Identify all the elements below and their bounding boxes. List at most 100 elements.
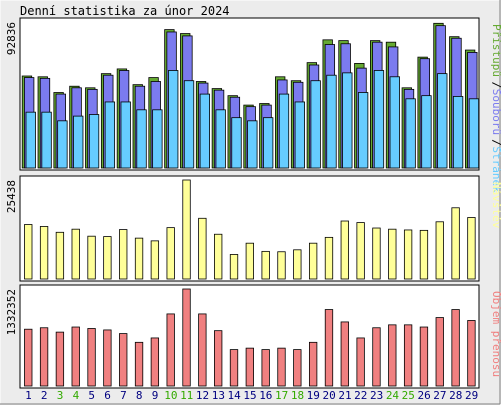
x-tick-label-day-17: 17 — [275, 389, 288, 402]
bar-kbytes-day-2 — [39, 327, 49, 387]
bar-str-nek-day-7 — [120, 101, 131, 169]
bar-visits-day-15 — [245, 242, 254, 280]
bar-str-nek-day-26 — [421, 95, 432, 169]
bar-kbytes-day-14 — [229, 349, 239, 387]
bar-str-nek-day-12 — [199, 93, 211, 169]
legend-label-3: Stránek — [490, 146, 501, 193]
legend-label-1: Návštěv — [490, 182, 501, 229]
x-tick-label-day-26: 26 — [417, 389, 430, 402]
bar-str-nek-day-3 — [57, 120, 68, 169]
bar-kbytes-day-8 — [134, 341, 144, 387]
bar-kbytes-day-20 — [324, 309, 334, 387]
legend-label-2: Souborů — [490, 89, 501, 135]
y-max-label: 92836 — [5, 22, 18, 55]
bar-kbytes-day-10 — [166, 313, 175, 387]
bar-kbytes-day-17 — [277, 347, 286, 387]
x-tick-label-day-20: 20 — [323, 389, 336, 402]
bar-kbytes-day-19 — [308, 341, 318, 387]
bar-str-nek-day-8 — [136, 109, 147, 169]
x-tick-label-day-14: 14 — [228, 389, 242, 402]
bar-str-nek-day-24 — [389, 76, 400, 169]
bar-kbytes-day-23 — [372, 327, 381, 387]
bar-visits-day-6 — [103, 236, 112, 280]
legend-kbytes: Objem přenosu — [490, 291, 501, 377]
bar-str-nek-day-2 — [41, 111, 52, 169]
bar-kbytes-day-1 — [24, 328, 33, 387]
x-tick-label-day-22: 22 — [354, 389, 367, 402]
y-max-label: 1332352 — [5, 289, 18, 335]
bar-visits-day-21 — [340, 220, 349, 280]
x-tick-label-day-4: 4 — [73, 389, 80, 402]
x-tick-label-day-19: 19 — [307, 389, 320, 402]
bar-str-nek-day-11 — [183, 80, 195, 169]
x-tick-label-day-18: 18 — [291, 389, 304, 402]
bar-visits-day-5 — [87, 235, 96, 280]
bar-visits-day-14 — [229, 254, 239, 280]
x-tick-label-day-3: 3 — [57, 389, 64, 402]
bar-visits-day-1 — [24, 224, 33, 280]
bar-kbytes-day-5 — [87, 328, 96, 387]
bar-str-nek-day-17 — [278, 93, 290, 169]
bar-visits-day-27 — [435, 221, 444, 280]
bar-visits-day-29 — [467, 217, 476, 280]
x-tick-label-day-12: 12 — [196, 389, 209, 402]
bar-visits-day-10 — [166, 227, 175, 280]
bar-kbytes-day-27 — [435, 317, 444, 387]
bar-visits-day-19 — [308, 242, 318, 280]
x-tick-label-day-24: 24 — [386, 389, 400, 402]
bar-str-nek-day-1 — [25, 111, 36, 169]
bar-str-nek-day-18 — [294, 101, 305, 169]
bar-visits-day-7 — [119, 229, 128, 280]
bar-visits-day-4 — [71, 228, 80, 280]
bar-visits-day-20 — [324, 236, 334, 280]
x-tick-label-day-6: 6 — [104, 389, 111, 402]
bar-str-nek-day-21 — [342, 72, 353, 169]
x-tick-label-day-29: 29 — [465, 389, 478, 402]
bar-visits-day-23 — [372, 227, 381, 280]
bar-str-nek-day-27 — [437, 73, 448, 169]
bar-kbytes-day-6 — [103, 329, 112, 387]
x-tick-label-day-9: 9 — [152, 389, 159, 402]
bar-str-nek-day-15 — [247, 120, 258, 169]
x-tick-label-day-25: 25 — [402, 389, 415, 402]
bar-kbytes-day-25 — [403, 324, 413, 387]
x-tick-label-day-16: 16 — [259, 389, 272, 402]
bar-str-nek-day-4 — [73, 115, 84, 169]
bar-str-nek-day-14 — [231, 117, 242, 169]
bar-str-nek-day-19 — [310, 80, 321, 169]
bar-visits-day-18 — [293, 249, 302, 280]
bar-kbytes-day-13 — [214, 330, 223, 387]
bar-visits-day-13 — [214, 233, 223, 280]
bar-visits-day-11 — [182, 179, 191, 280]
chart-panel-kbytes: 1332352 Objem přenosu — [5, 284, 501, 389]
bar-str-nek-day-28 — [452, 96, 464, 169]
bar-kbytes-day-3 — [55, 331, 65, 387]
x-tick-label-day-8: 8 — [136, 389, 143, 402]
bar-visits-day-28 — [451, 207, 460, 280]
bar-kbytes-day-4 — [71, 326, 80, 387]
bar-str-nek-day-13 — [215, 109, 226, 169]
bar-kbytes-day-29 — [467, 320, 476, 387]
bar-visits-day-8 — [134, 237, 144, 280]
bar-str-nek-day-23 — [373, 70, 385, 169]
y-max-label: 25438 — [5, 180, 18, 213]
bar-visits-day-2 — [39, 226, 49, 280]
bar-kbytes-day-16 — [261, 349, 270, 387]
bar-visits-day-12 — [198, 217, 207, 280]
bar-str-nek-day-20 — [326, 74, 337, 169]
bar-str-nek-day-5 — [88, 114, 100, 169]
bar-str-nek-day-9 — [152, 109, 163, 169]
legend-separator: / — [490, 82, 501, 89]
x-tick-label-day-27: 27 — [433, 389, 446, 402]
bar-kbytes-day-26 — [419, 326, 429, 387]
bar-visits-day-16 — [261, 250, 270, 280]
bar-visits-day-24 — [388, 228, 397, 280]
legend-label-1: Objem přenosu — [490, 291, 501, 377]
bar-kbytes-day-21 — [340, 321, 349, 387]
chart-panel-visits: 25438 Návštěv — [5, 175, 501, 282]
legend-label-1: Přístupů — [490, 24, 501, 77]
bar-str-nek-day-10 — [168, 70, 179, 169]
bar-visits-day-22 — [356, 222, 365, 280]
bar-kbytes-day-22 — [356, 337, 365, 387]
